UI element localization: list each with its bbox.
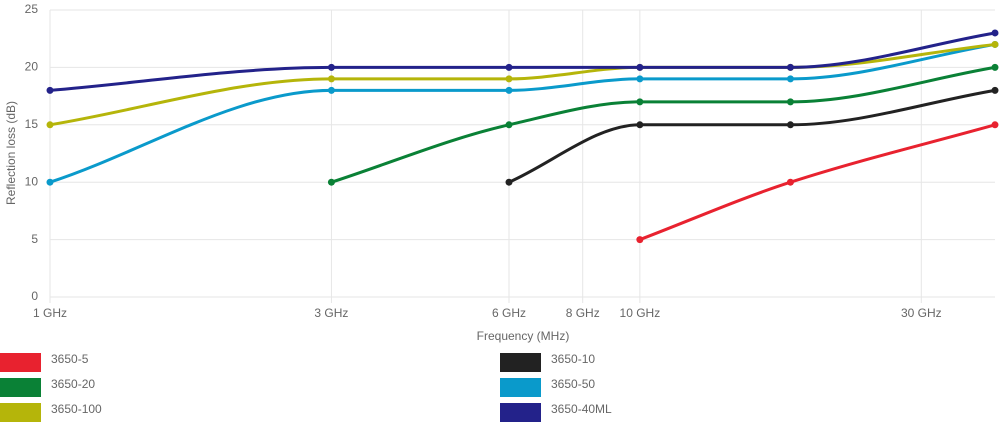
data-point	[786, 75, 794, 83]
legend-swatch	[0, 353, 41, 372]
legend-label: 3650-20	[51, 377, 95, 391]
legend-label: 3650-10	[551, 352, 595, 366]
legend-label: 3650-100	[51, 402, 102, 416]
x-tick-label: 1 GHz	[33, 306, 67, 320]
data-point	[327, 86, 335, 94]
data-point	[991, 121, 999, 129]
y-tick-label: 5	[31, 232, 38, 246]
x-tick-label: 8 GHz	[566, 306, 600, 320]
legend-swatch	[0, 403, 41, 422]
data-point	[327, 63, 335, 71]
data-point	[505, 121, 513, 129]
series-line	[49, 42, 996, 127]
legend-swatch	[500, 403, 541, 422]
y-axis-title: Reflection loss (dB)	[4, 101, 18, 205]
data-point	[636, 75, 644, 83]
data-point	[46, 86, 54, 94]
x-tick-label: 10 GHz	[620, 306, 661, 320]
x-axis-title: Frequency (MHz)	[477, 329, 570, 343]
legend-swatch	[0, 378, 41, 397]
data-point	[636, 63, 644, 71]
data-point	[505, 86, 513, 94]
data-point	[991, 86, 999, 94]
y-tick-label: 10	[25, 174, 39, 188]
data-point	[46, 121, 54, 129]
y-tick-label: 0	[31, 289, 38, 303]
x-tick-label: 30 GHz	[901, 306, 942, 320]
legend-swatch	[500, 353, 541, 372]
data-point	[636, 98, 644, 106]
legend-label: 3650-40ML	[551, 402, 612, 416]
data-point	[505, 178, 513, 186]
series-line	[49, 42, 996, 184]
x-tick-label: 3 GHz	[314, 306, 348, 320]
data-point	[991, 40, 999, 48]
data-point	[786, 121, 794, 129]
y-tick-label: 20	[25, 60, 39, 74]
legend-label: 3650-50	[551, 377, 595, 391]
y-tick-label: 25	[25, 2, 39, 16]
data-point	[327, 75, 335, 83]
data-point	[786, 178, 794, 186]
data-point	[786, 63, 794, 71]
legend-label: 3650-5	[51, 352, 89, 366]
legend-swatch	[500, 378, 541, 397]
data-point	[505, 63, 513, 71]
data-point	[991, 63, 999, 71]
y-tick-label: 15	[25, 117, 39, 131]
x-tick-label: 6 GHz	[492, 306, 526, 320]
data-point	[46, 178, 54, 186]
data-point	[636, 236, 644, 244]
data-point	[991, 29, 999, 37]
series-line	[508, 88, 996, 184]
data-point	[786, 98, 794, 106]
data-point	[636, 121, 644, 129]
data-point	[327, 178, 335, 186]
data-point	[505, 75, 513, 83]
series-line	[49, 31, 996, 92]
